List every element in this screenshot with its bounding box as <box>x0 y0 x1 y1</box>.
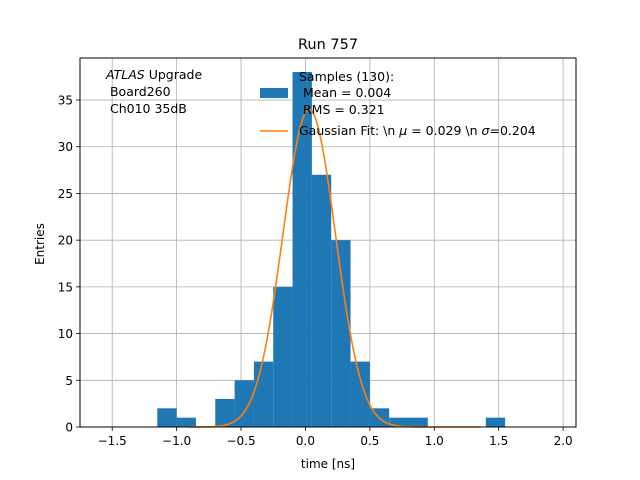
legend-fit-mid: = 0.029 \n <box>407 123 481 138</box>
histogram-bar-5 <box>253 361 274 427</box>
legend-swatch-histogram <box>260 88 288 98</box>
histogram-bar-4 <box>234 380 254 427</box>
legend-fit-mu: μ <box>398 123 407 138</box>
histogram-bars <box>157 72 506 427</box>
x-tick-label-5: 1.0 <box>425 434 444 448</box>
legend-fit-sigma: σ <box>482 123 491 138</box>
x-axis-label: time [ns] <box>301 457 355 471</box>
x-tick-label-3: 0.0 <box>296 434 315 448</box>
annotation-line-1: ATLAS Upgrade <box>105 67 202 82</box>
y-tick-label-5: 25 <box>58 187 73 201</box>
legend-hist-line-2: Mean = 0.004 <box>299 85 391 100</box>
y-tick-label-2: 10 <box>58 327 73 341</box>
annotation-line-2: Board260 <box>106 84 171 99</box>
histogram-bar-1 <box>176 417 196 427</box>
legend-fit-label: Gaussian Fit: \n μ = 0.029 \n σ=0.204 <box>299 123 536 138</box>
x-tick-label-4: 0.5 <box>360 434 379 448</box>
annotation-upgrade: Upgrade <box>145 67 203 82</box>
x-tick-label-1: −1.0 <box>162 434 191 448</box>
y-axis-ticks: 0 5 10 15 20 25 30 35 <box>58 94 80 435</box>
histogram-bar-8 <box>311 174 332 427</box>
y-tick-label-1: 5 <box>65 374 73 388</box>
y-tick-label-4: 20 <box>58 234 73 248</box>
y-tick-label-6: 30 <box>58 140 73 154</box>
histogram-bar-13 <box>408 417 428 427</box>
y-tick-label-7: 35 <box>58 94 73 108</box>
histogram-bar-3 <box>215 398 235 427</box>
histogram-bar-9 <box>331 240 351 427</box>
histogram-bar-6 <box>273 286 293 427</box>
annotation-atlas: ATLAS <box>105 67 145 82</box>
legend-hist-line-1: Samples (130): <box>299 69 394 84</box>
y-tick-label-0: 0 <box>65 421 73 435</box>
plot-frame <box>79 57 577 428</box>
legend: Samples (130): Mean = 0.004 RMS = 0.321 … <box>260 69 536 138</box>
x-tick-label-2: −0.5 <box>226 434 255 448</box>
legend-fit-prefix: Gaussian Fit: \n <box>299 123 399 138</box>
histogram-bar-0 <box>157 408 177 427</box>
legend-hist-line-3: RMS = 0.321 <box>299 102 385 117</box>
histogram-bar-17 <box>485 417 506 427</box>
y-axis-label: Entries <box>33 223 47 265</box>
x-tick-label-7: 2.0 <box>554 434 573 448</box>
x-axis-ticks: −1.5 −1.0 −0.5 0.0 0.5 1.0 1.5 2.0 <box>98 427 573 448</box>
annotation-line-3: Ch010 35dB <box>106 101 187 116</box>
y-tick-label-3: 15 <box>58 280 73 294</box>
histogram-bar-12 <box>389 417 409 427</box>
legend-fit-suffix: =0.204 <box>489 123 535 138</box>
plot-annotation: ATLAS Upgrade Board260 Ch010 35dB <box>105 67 202 116</box>
x-tick-label-0: −1.5 <box>98 434 127 448</box>
histogram-bar-7 <box>292 72 312 427</box>
x-tick-label-6: 1.5 <box>489 434 508 448</box>
chart-title: Run 757 <box>298 37 358 53</box>
histogram-bar-10 <box>350 361 370 427</box>
